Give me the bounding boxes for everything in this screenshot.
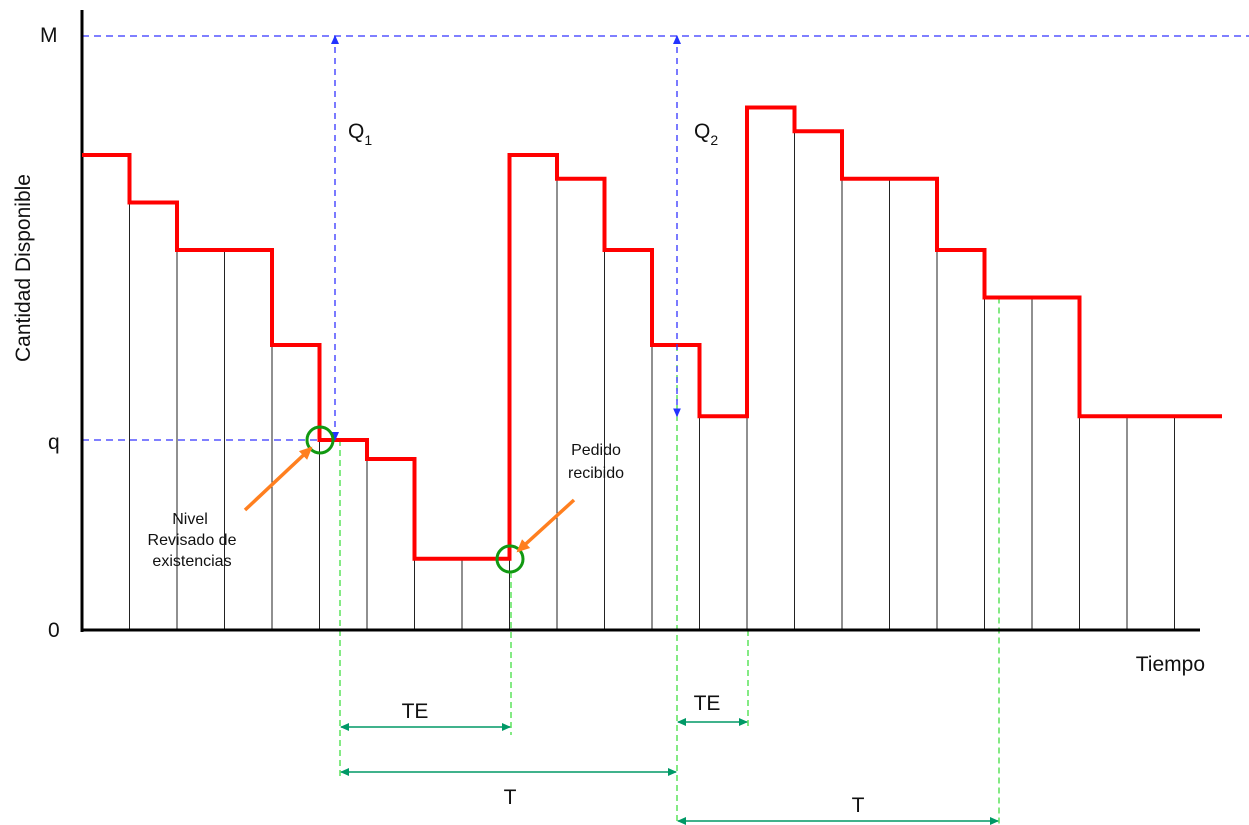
quantity-arrows	[331, 35, 681, 441]
y-axis-label: Cantidad Disponible	[12, 174, 35, 362]
svg-text:Nivel: Nivel	[172, 511, 208, 528]
t2-label: T	[852, 794, 865, 817]
received-annotation-arrow	[516, 498, 576, 553]
order-received-marker	[495, 544, 525, 574]
svg-text:existencias: existencias	[152, 553, 231, 570]
reference-lines	[82, 35, 1249, 441]
received-annotation-label: Pedido recibido	[568, 442, 624, 482]
reorder-annotation-label: Nivel Revisado de existencias	[148, 511, 237, 570]
time-period-gridlines	[129, 107, 1175, 630]
te2-label: TE	[694, 692, 721, 715]
q2-label: Q2	[694, 120, 718, 148]
interval-guides	[339, 297, 1000, 825]
t1-label: T	[504, 786, 517, 809]
x-axis-label: Tiempo	[1136, 653, 1205, 676]
q1-label: Q1	[348, 120, 372, 148]
reorder-point-marker	[305, 425, 335, 455]
svg-text:Pedido: Pedido	[571, 442, 621, 459]
y-tick-reorder: q	[48, 431, 60, 454]
y-tick-zero: 0	[48, 619, 60, 642]
interval-arrows	[340, 718, 999, 825]
inventory-level-line	[82, 105, 1222, 561]
reorder-annotation-arrow	[243, 446, 313, 512]
te1-label: TE	[402, 700, 429, 723]
svg-text:recibido: recibido	[568, 465, 624, 482]
y-tick-max: M	[40, 24, 58, 47]
svg-text:Revisado de: Revisado de	[148, 532, 237, 549]
